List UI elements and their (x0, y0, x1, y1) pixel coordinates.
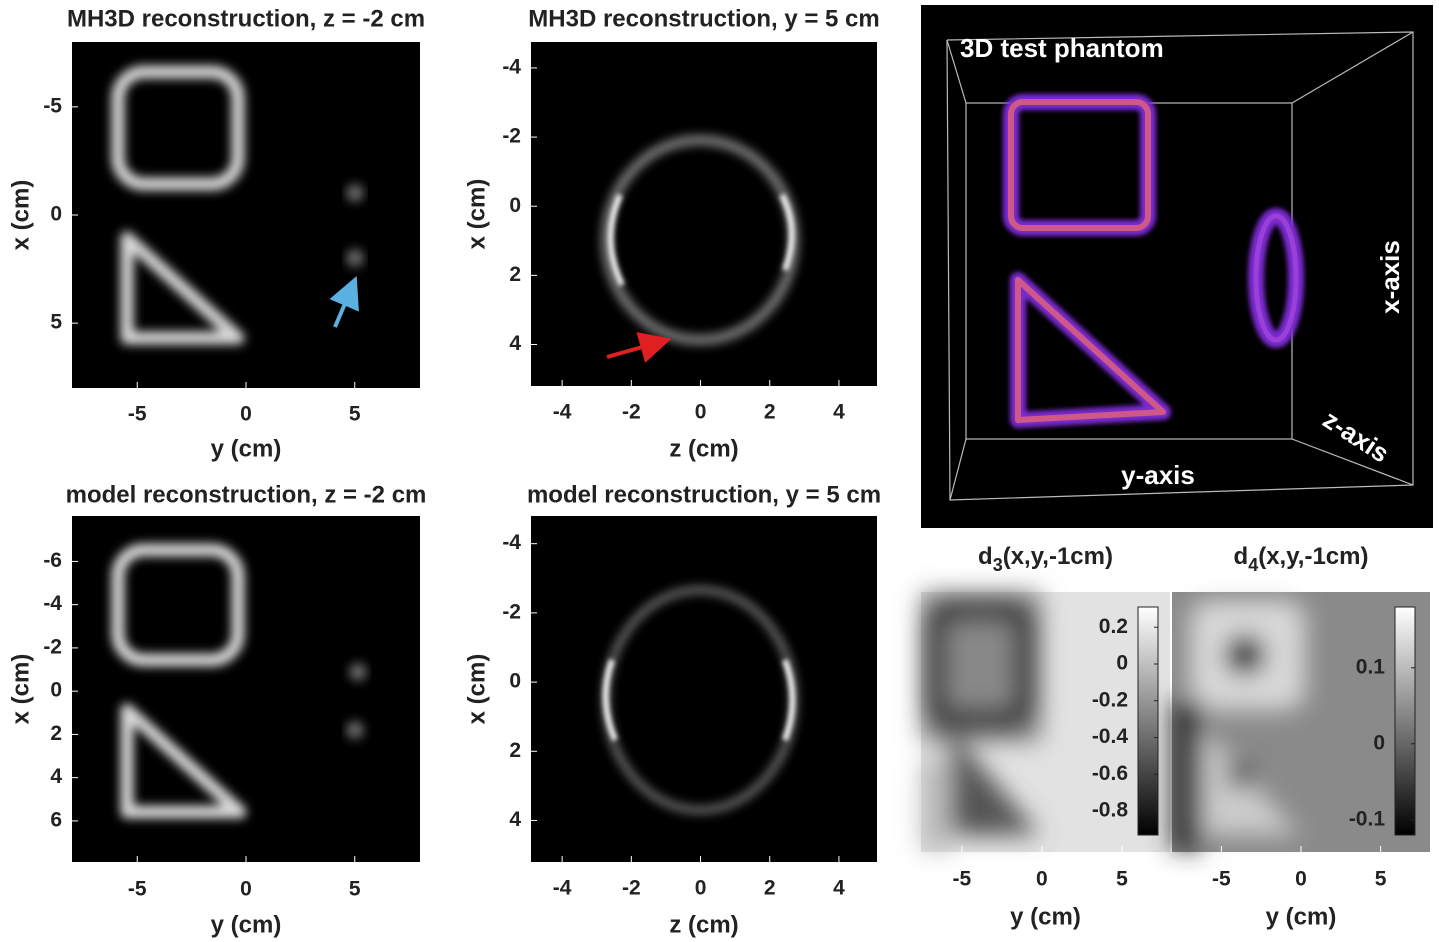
colorbar-tick-label: 0.2 (1099, 615, 1128, 638)
image-mh3d-z (72, 42, 420, 388)
x-tick-label: 5 (1375, 868, 1387, 891)
colorbar-tick-label: -0.1 (1349, 807, 1386, 830)
panel-title: MH3D reconstruction, z = -2 cm (67, 5, 425, 32)
y-tick-label: -2 (502, 125, 521, 148)
y-tick-label: 2 (50, 722, 62, 745)
y-tick-label: 0 (509, 194, 521, 217)
title-rest: (x,y,-1cm) (1003, 543, 1113, 570)
x-tick-label: 4 (833, 401, 845, 424)
panel-title: model reconstruction, y = 5 cm (527, 481, 881, 508)
x-axis-label: y (cm) (211, 435, 282, 462)
y-tick-label: 4 (50, 765, 62, 788)
x-tick-label: 5 (349, 878, 361, 901)
image-model-z (72, 516, 420, 862)
y-axis-label: x (cm) (463, 179, 490, 250)
image-d3 (921, 592, 1170, 852)
colorbar-tick-label: 0 (1116, 652, 1128, 675)
x-axis-label: y (cm) (211, 911, 282, 938)
title-subscript: 4 (1248, 555, 1258, 575)
image-d4 (1172, 592, 1430, 852)
x-tick-label: 2 (764, 877, 776, 900)
y-axis-label: x (cm) (463, 654, 490, 725)
x-tick-label: 0 (240, 878, 252, 901)
y-axis-label: x (cm) (7, 180, 34, 251)
y-tick-label: -4 (502, 531, 521, 554)
x-tick-label: -2 (622, 877, 641, 900)
x-axis-label: z (cm) (669, 435, 738, 462)
x-axis-label: z (cm) (669, 911, 738, 938)
y-tick-label: 2 (509, 263, 521, 286)
colorbar (1137, 606, 1159, 836)
x-tick-label: 0 (695, 877, 707, 900)
colorbar-tick-label: 0 (1373, 731, 1385, 754)
phantom-title: 3D test phantom (960, 33, 1164, 63)
image-phantom (921, 5, 1433, 528)
x-axis-label: y (cm) (1010, 903, 1081, 930)
y-tick-label: 0 (509, 670, 521, 693)
x-tick-label: 0 (1295, 868, 1307, 891)
x-tick-label: 4 (833, 877, 845, 900)
title-subscript: 3 (993, 555, 1003, 575)
y-tick-label: -4 (502, 55, 521, 78)
x-tick-label: 0 (240, 403, 252, 426)
x-tick-label: 5 (1116, 868, 1128, 891)
y-tick-label: -2 (502, 600, 521, 623)
x-tick-label: -4 (553, 877, 572, 900)
panel-title: model reconstruction, z = -2 cm (66, 481, 427, 508)
y-tick-label: -2 (43, 635, 62, 658)
colorbar-tick-label: -0.2 (1092, 688, 1128, 711)
axis-label: y-axis (1121, 460, 1195, 490)
colorbar-tick-label: -0.8 (1092, 799, 1129, 822)
y-tick-label: 0 (50, 679, 62, 702)
x-tick-label: 2 (764, 401, 776, 424)
x-tick-label: 0 (1036, 868, 1048, 891)
x-tick-label: 0 (695, 401, 707, 424)
image-mh3d-y (531, 42, 877, 386)
y-tick-label: -5 (43, 94, 62, 117)
y-tick-label: -4 (43, 592, 62, 615)
colorbar-tick-label: -0.6 (1092, 762, 1128, 785)
y-tick-label: 4 (509, 808, 521, 831)
y-tick-label: -6 (43, 549, 62, 572)
panel-title: d3(x,y,-1cm) (978, 543, 1113, 574)
x-tick-label: -4 (553, 401, 572, 424)
y-tick-label: 4 (509, 332, 521, 355)
x-tick-label: -5 (1212, 868, 1231, 891)
colorbar (1394, 606, 1416, 836)
title-rest: (x,y,-1cm) (1258, 543, 1368, 570)
colorbar-tick-label: 0.1 (1356, 655, 1386, 678)
x-tick-label: -5 (128, 403, 147, 426)
y-axis-label: x (cm) (7, 654, 34, 725)
x-tick-label: 5 (349, 403, 361, 426)
image-model-y (531, 516, 877, 862)
y-tick-label: 6 (50, 808, 62, 831)
y-tick-label: 5 (50, 311, 62, 334)
y-tick-label: 0 (50, 203, 62, 226)
title-base: d (1234, 543, 1249, 570)
panel-title: d4(x,y,-1cm) (1234, 543, 1369, 574)
panel-title: MH3D reconstruction, y = 5 cm (528, 5, 879, 32)
title-base: d (978, 543, 993, 570)
y-tick-label: 2 (509, 739, 521, 762)
colorbar-tick-label: -0.4 (1092, 725, 1129, 748)
x-tick-label: -5 (952, 868, 971, 891)
x-axis-label: y (cm) (1266, 903, 1337, 930)
x-tick-label: -5 (128, 878, 147, 901)
axis-label: x-axis (1375, 240, 1405, 314)
x-tick-label: -2 (622, 401, 641, 424)
